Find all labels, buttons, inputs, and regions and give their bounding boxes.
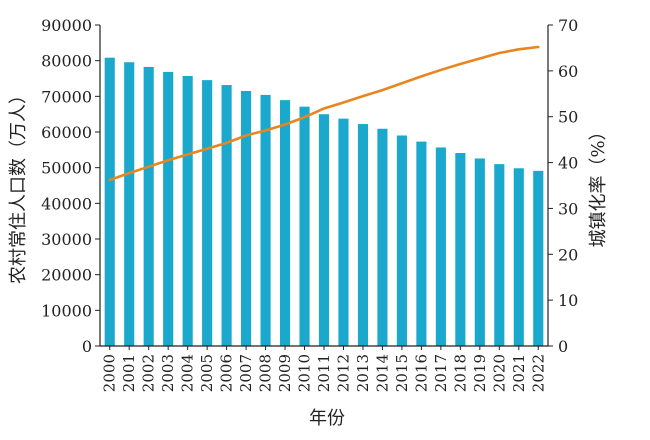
right-tick-label: 60 xyxy=(558,62,578,81)
right-tick-label: 30 xyxy=(558,199,578,218)
right-tick-label: 10 xyxy=(558,291,578,310)
bar-series-rural-population xyxy=(104,57,544,347)
bar-2010 xyxy=(299,106,310,346)
x-tick-label: 2014 xyxy=(373,354,391,392)
x-axis-title: 年份 xyxy=(309,408,345,429)
left-y-axis-title: 农村常住人口数（万人） xyxy=(8,86,29,284)
left-y-tick-labels: 0 10000 20000 30000 40000 50000 60000 70000 8000… xyxy=(41,16,92,356)
right-tick-label: 0 xyxy=(558,337,568,356)
x-tick-label: 2009 xyxy=(276,354,294,392)
left-tick-label: 10000 xyxy=(41,301,92,320)
bar-2022 xyxy=(533,170,544,346)
bar-2005 xyxy=(202,80,213,346)
left-tick-label: 30000 xyxy=(41,230,92,249)
x-tick-label: 2004 xyxy=(179,354,197,392)
x-tick-label: 2021 xyxy=(510,354,528,392)
x-tick-label: 2002 xyxy=(140,354,158,392)
bar-2011 xyxy=(318,114,330,347)
bar-2019 xyxy=(474,158,485,346)
right-y-tick-labels: 0 10 20 30 40 50 60 70 xyxy=(558,16,578,356)
right-tick-label: 40 xyxy=(558,154,578,173)
bar-2012 xyxy=(338,118,349,346)
bar-2009 xyxy=(279,100,291,347)
x-tick-label: 2003 xyxy=(159,354,177,392)
x-tick-label: 2017 xyxy=(432,354,450,392)
x-tick-label: 2001 xyxy=(120,354,138,392)
bar-2004 xyxy=(182,75,193,347)
x-tick-label: 2022 xyxy=(529,354,547,392)
bar-2007 xyxy=(241,91,252,346)
x-tick-label: 2000 xyxy=(101,354,119,392)
x-tick-label: 2012 xyxy=(334,354,352,392)
x-tick-label: 2015 xyxy=(393,354,411,392)
bar-2000 xyxy=(104,57,115,347)
x-tick-label: 2016 xyxy=(412,354,430,392)
bar-2013 xyxy=(357,124,369,346)
bar-2016 xyxy=(416,141,427,346)
axes xyxy=(95,24,553,350)
x-tick-label: 2006 xyxy=(218,354,236,392)
bar-2021 xyxy=(513,168,524,346)
x-tick-label: 2019 xyxy=(471,354,489,392)
x-tick-label: 2005 xyxy=(198,354,216,392)
x-tick-label: 2018 xyxy=(451,354,469,392)
x-tick-labels: 2000 2001 2002 2003 2004 2005 2006 2007 2008 2009… xyxy=(101,354,548,392)
x-tick-label: 2008 xyxy=(257,354,275,392)
line-series-urbanization-rate xyxy=(108,45,540,182)
bar-2002 xyxy=(143,66,154,346)
left-tick-label: 40000 xyxy=(41,194,92,213)
bar-2017 xyxy=(435,147,446,346)
bar-2001 xyxy=(124,62,135,346)
x-tick-label: 2011 xyxy=(315,354,333,392)
bar-2015 xyxy=(396,135,407,346)
right-tick-label: 20 xyxy=(558,245,578,264)
left-tick-label: 60000 xyxy=(41,123,92,142)
x-tick-label: 2010 xyxy=(296,354,314,392)
left-tick-label: 50000 xyxy=(41,159,92,178)
left-tick-label: 0 xyxy=(82,337,92,356)
bar-2008 xyxy=(260,94,271,346)
x-tick-label: 2020 xyxy=(490,354,508,392)
left-tick-label: 70000 xyxy=(41,87,92,106)
bar-2020 xyxy=(494,164,505,346)
bar-2003 xyxy=(163,71,174,347)
right-tick-label: 50 xyxy=(558,108,578,127)
right-tick-label: 70 xyxy=(558,16,578,35)
x-tick-label: 2007 xyxy=(237,354,255,392)
bar-2014 xyxy=(377,128,388,346)
bar-2018 xyxy=(455,153,466,346)
left-tick-label: 20000 xyxy=(41,266,92,285)
bar-2006 xyxy=(221,85,232,346)
left-tick-label: 80000 xyxy=(41,52,92,71)
x-tick-label: 2013 xyxy=(354,354,372,392)
left-tick-label: 90000 xyxy=(41,16,92,35)
right-y-axis-title: 城镇化率（%） xyxy=(588,122,609,247)
